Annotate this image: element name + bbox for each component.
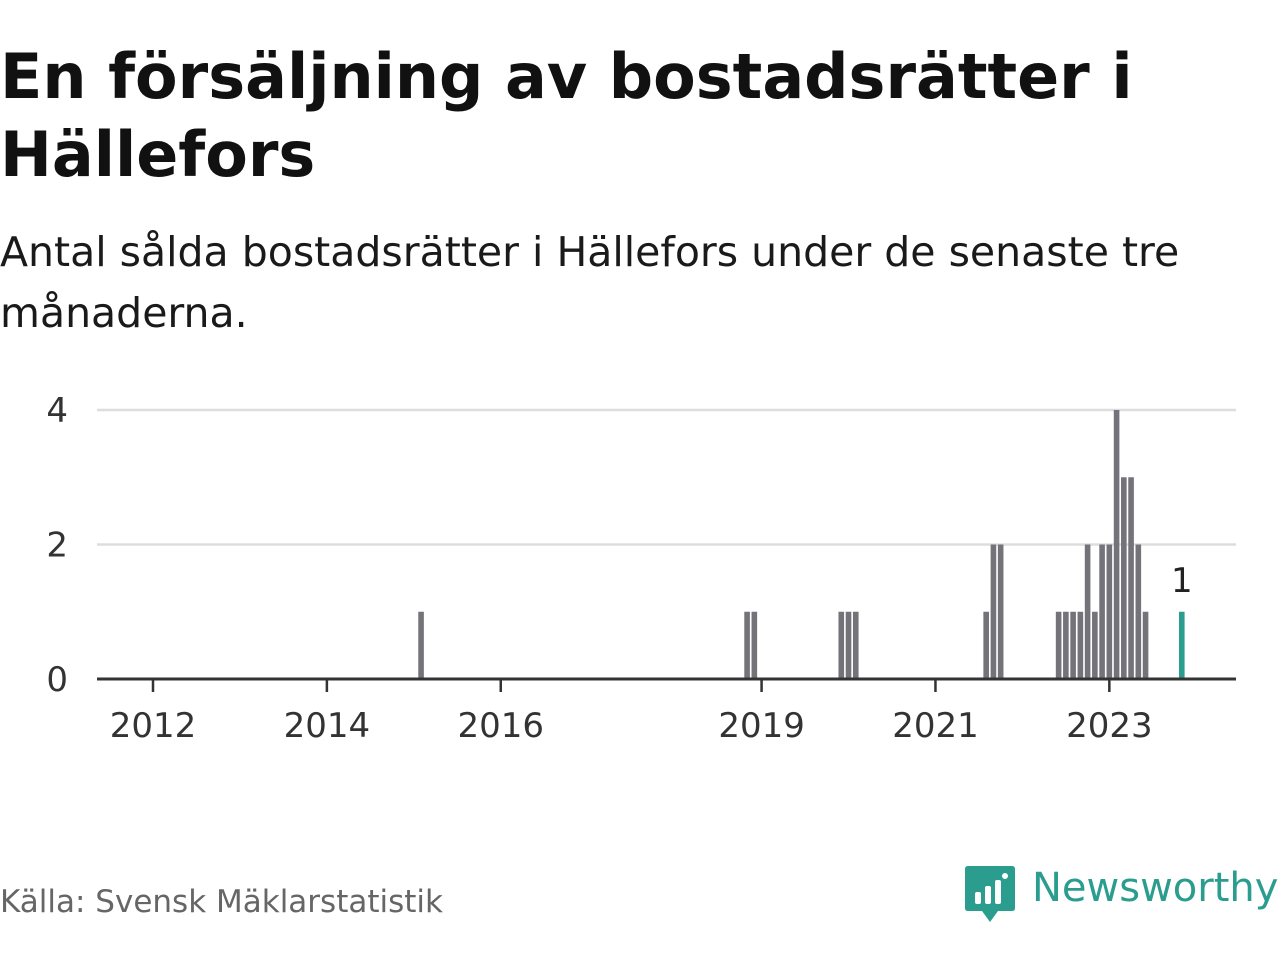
bar (852, 611, 859, 679)
bar (1106, 544, 1113, 679)
x-tick-label: 2014 (284, 706, 371, 740)
y-tick-label: 4 (46, 391, 68, 431)
bar (990, 544, 997, 679)
bar (744, 611, 750, 679)
source-note: Källa: Svensk Mäklarstatistik (0, 884, 443, 920)
bar (1142, 611, 1149, 679)
bar (1092, 611, 1098, 679)
bar (838, 611, 845, 679)
bar (751, 611, 758, 679)
bar (418, 611, 424, 679)
axes (97, 677, 1236, 692)
x-tick-label: 2021 (892, 706, 979, 740)
bar (1121, 477, 1127, 679)
labels: 0 2 4 1 2012 2014 2016 2019 2021 2023 (46, 391, 1192, 740)
bar (1113, 410, 1120, 679)
y-tick-label: 2 (46, 526, 68, 566)
bar (983, 611, 989, 679)
y-tick-label: 0 (46, 660, 68, 700)
highlight-label: 1 (1171, 561, 1193, 601)
bar (1099, 544, 1105, 679)
x-tick-label: 2012 (110, 706, 197, 740)
bars (418, 410, 1185, 679)
bar (845, 611, 852, 679)
x-tick-label: 2023 (1066, 706, 1153, 740)
bar (1063, 611, 1069, 679)
bar (997, 544, 1004, 679)
bar (1070, 611, 1076, 679)
chart-subtitle: Antal sålda bostadsrätter i Hällefors un… (0, 228, 1180, 337)
brand-name: Newsworthy (1032, 865, 1279, 911)
bar (1077, 611, 1084, 679)
bar (1135, 544, 1142, 679)
x-tick-label: 2019 (718, 706, 805, 740)
bar (1055, 611, 1062, 679)
gridlines (97, 408, 1236, 546)
x-tick-label: 2016 (457, 706, 544, 740)
chart-title: En försäljning av bostadsrätter i Hällef… (0, 40, 1133, 191)
bar-chart: 0 2 4 1 2012 2014 2016 2019 2021 2023 (46, 391, 1236, 740)
bar-chart-speech-bubble-icon (965, 866, 1015, 922)
bar (1084, 544, 1091, 679)
highlight-bar (1178, 611, 1185, 679)
bar (1128, 477, 1134, 679)
